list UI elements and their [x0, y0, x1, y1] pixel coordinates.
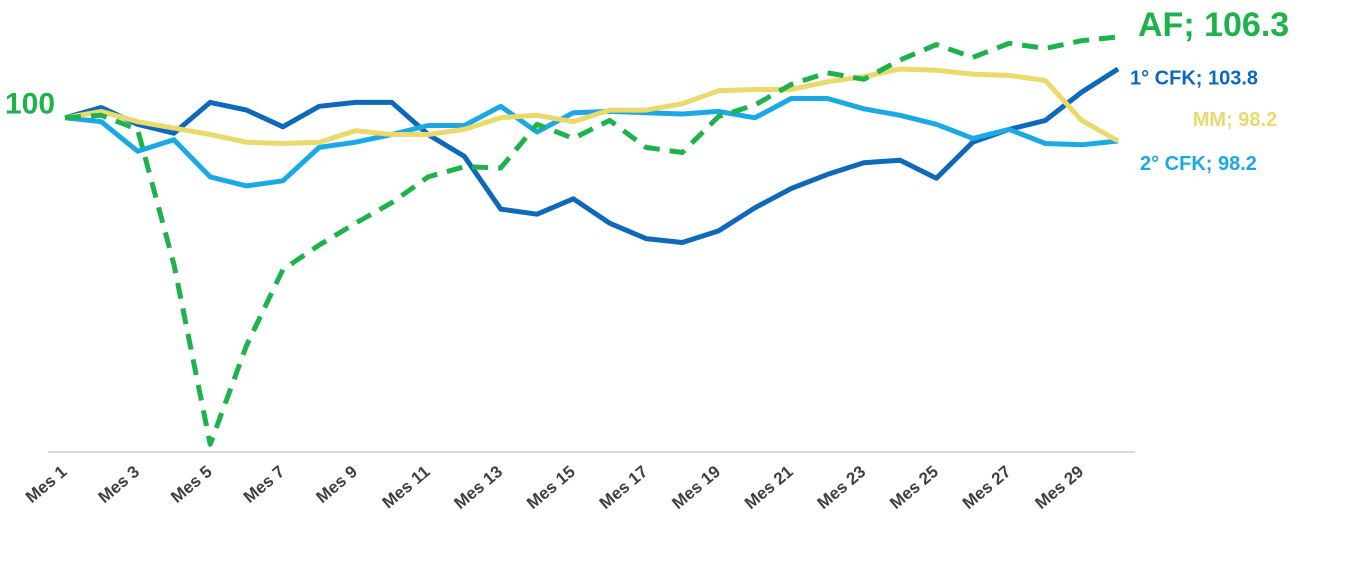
x-tick-label: Mes 23 — [814, 462, 870, 513]
x-tick-label: Mes 13 — [451, 462, 507, 513]
x-tick-label: Mes 19 — [668, 462, 724, 513]
x-tick-label: Mes 9 — [313, 462, 361, 507]
x-tick-label: Mes 21 — [741, 462, 797, 513]
series-line — [64, 66, 1120, 146]
x-tick-label: Mes 1 — [22, 462, 70, 507]
series-line — [64, 34, 1119, 447]
data-label: 100 — [5, 88, 55, 121]
x-tick-label: Mes 11 — [379, 462, 434, 512]
series-line — [64, 66, 1120, 245]
x-tick-label: Mes 3 — [95, 462, 143, 507]
x-tick-label: Mes 17 — [596, 462, 652, 513]
end-label: 2° CFK; 98.2 — [1140, 153, 1257, 175]
x-tick-label: Mes 25 — [886, 462, 942, 513]
x-tick-label: Mes 29 — [1031, 462, 1087, 513]
end-label: 1° CFK; 103.8 — [1130, 67, 1258, 89]
x-tick-label: Mes 5 — [167, 462, 215, 507]
end-label: AF; 106.3 — [1138, 6, 1289, 44]
x-tick-label: Mes 15 — [523, 462, 579, 513]
x-tick-label: Mes 27 — [959, 462, 1015, 513]
end-label: MM; 98.2 — [1193, 109, 1277, 131]
x-tick-label: Mes 7 — [240, 462, 288, 507]
series-line — [64, 96, 1119, 189]
